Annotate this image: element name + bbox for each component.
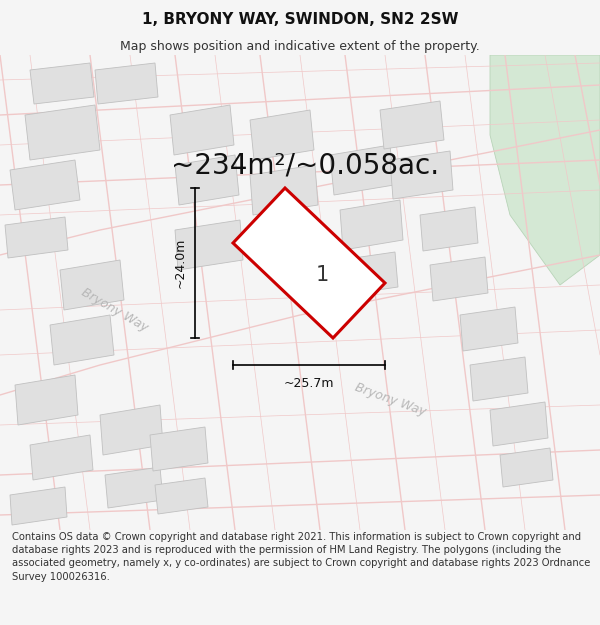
Text: ~24.0m: ~24.0m — [174, 238, 187, 288]
Polygon shape — [340, 252, 398, 295]
Polygon shape — [430, 257, 488, 301]
Polygon shape — [490, 402, 548, 446]
Text: 1: 1 — [316, 265, 329, 285]
Polygon shape — [170, 105, 234, 155]
Polygon shape — [380, 101, 444, 149]
Polygon shape — [330, 145, 394, 195]
Polygon shape — [10, 160, 80, 210]
Polygon shape — [5, 217, 68, 258]
Polygon shape — [30, 435, 93, 480]
Text: 1, BRYONY WAY, SWINDON, SN2 2SW: 1, BRYONY WAY, SWINDON, SN2 2SW — [142, 12, 458, 27]
Polygon shape — [15, 375, 78, 425]
Text: Contains OS data © Crown copyright and database right 2021. This information is : Contains OS data © Crown copyright and d… — [12, 532, 590, 581]
Polygon shape — [390, 151, 453, 199]
Polygon shape — [420, 207, 478, 251]
Text: ~25.7m: ~25.7m — [284, 377, 334, 390]
Polygon shape — [25, 105, 100, 160]
Polygon shape — [155, 478, 208, 514]
Polygon shape — [470, 357, 528, 401]
Polygon shape — [500, 448, 553, 487]
Text: Bryony Way: Bryony Way — [353, 381, 427, 419]
Polygon shape — [60, 260, 124, 310]
Polygon shape — [175, 220, 243, 270]
Polygon shape — [340, 200, 403, 250]
Polygon shape — [50, 315, 114, 365]
Polygon shape — [175, 155, 239, 205]
Polygon shape — [95, 63, 158, 104]
Text: Bryony Way: Bryony Way — [79, 286, 151, 334]
Polygon shape — [250, 110, 314, 160]
Polygon shape — [105, 467, 163, 508]
Text: ~234m²/~0.058ac.: ~234m²/~0.058ac. — [171, 151, 439, 179]
Polygon shape — [490, 55, 600, 285]
Polygon shape — [460, 307, 518, 351]
Polygon shape — [10, 487, 67, 525]
Polygon shape — [150, 427, 208, 471]
Polygon shape — [250, 165, 318, 215]
Polygon shape — [100, 405, 163, 455]
Text: Map shows position and indicative extent of the property.: Map shows position and indicative extent… — [120, 39, 480, 52]
Polygon shape — [30, 63, 94, 104]
Polygon shape — [233, 188, 385, 338]
